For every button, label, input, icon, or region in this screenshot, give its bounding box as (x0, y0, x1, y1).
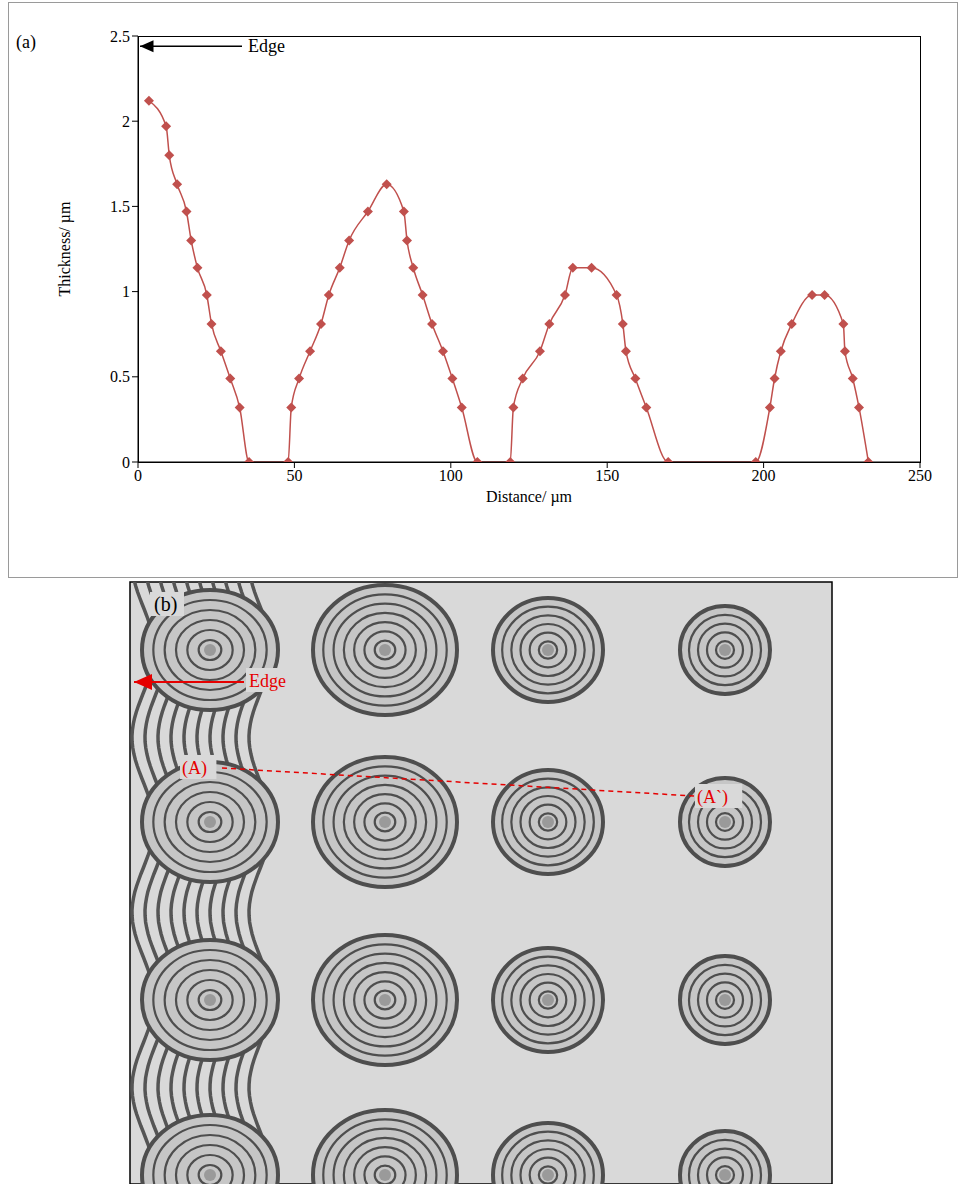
svg-text:1.5: 1.5 (110, 198, 130, 215)
svg-text:Edge: Edge (249, 671, 286, 691)
svg-text:100: 100 (439, 467, 463, 484)
svg-text:250: 250 (908, 467, 932, 484)
svg-text:0: 0 (122, 454, 130, 471)
svg-text:Distance/ µm: Distance/ µm (486, 488, 573, 506)
svg-text:(a): (a) (16, 32, 36, 53)
svg-text:150: 150 (595, 467, 619, 484)
svg-text:(A): (A) (182, 758, 207, 779)
svg-text:200: 200 (752, 467, 776, 484)
svg-text:2.5: 2.5 (110, 28, 130, 45)
svg-text:1: 1 (122, 283, 130, 300)
svg-text:50: 50 (286, 467, 302, 484)
svg-text:Thickness/ µm: Thickness/ µm (56, 201, 74, 297)
svg-text:(b): (b) (154, 593, 177, 616)
svg-text:(A`): (A`) (697, 787, 728, 808)
svg-text:0.5: 0.5 (110, 368, 130, 385)
svg-text:Edge: Edge (248, 36, 285, 56)
svg-text:0: 0 (134, 467, 142, 484)
svg-text:2: 2 (122, 113, 130, 130)
